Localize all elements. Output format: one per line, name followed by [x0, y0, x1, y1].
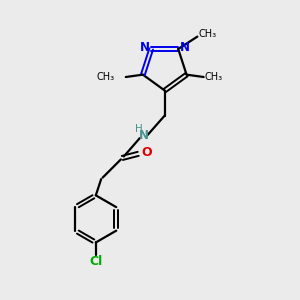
Text: N: N — [139, 129, 148, 142]
Text: O: O — [142, 146, 152, 159]
Text: H: H — [135, 124, 143, 134]
Text: N: N — [180, 41, 190, 54]
Text: N: N — [140, 41, 150, 54]
Text: CH₃: CH₃ — [205, 72, 223, 82]
Text: Cl: Cl — [89, 255, 102, 268]
Text: CH₃: CH₃ — [199, 29, 217, 39]
Text: CH₃: CH₃ — [97, 72, 115, 82]
